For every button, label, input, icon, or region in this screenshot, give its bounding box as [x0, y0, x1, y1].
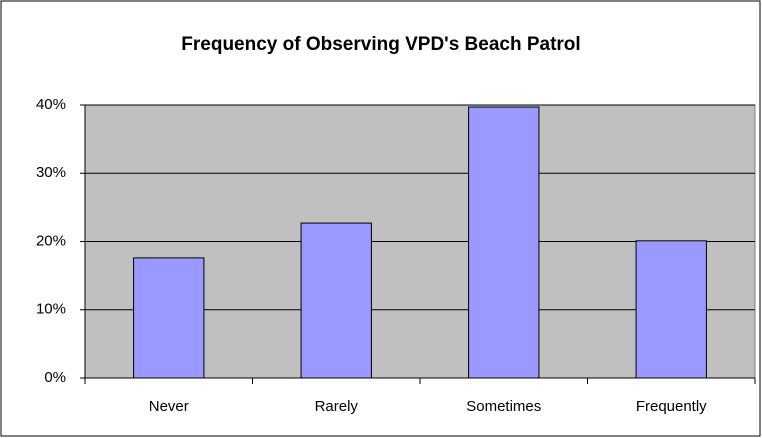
y-tick-label: 30% [36, 164, 66, 181]
y-tick-label: 40% [36, 96, 66, 113]
bar [635, 240, 707, 379]
x-tick-label: Frequently [636, 398, 707, 415]
x-tick-label: Sometimes [466, 398, 541, 415]
x-tick-label: Never [149, 398, 189, 415]
bar [300, 222, 372, 379]
x-tick-label: Rarely [315, 398, 359, 415]
bar [133, 257, 205, 379]
y-tick-label: 20% [36, 232, 66, 249]
y-tick-label: 0% [44, 369, 66, 386]
y-tick-label: 10% [36, 301, 66, 318]
bar [468, 106, 540, 379]
chart-title: Frequency of Observing VPD's Beach Patro… [181, 34, 580, 55]
